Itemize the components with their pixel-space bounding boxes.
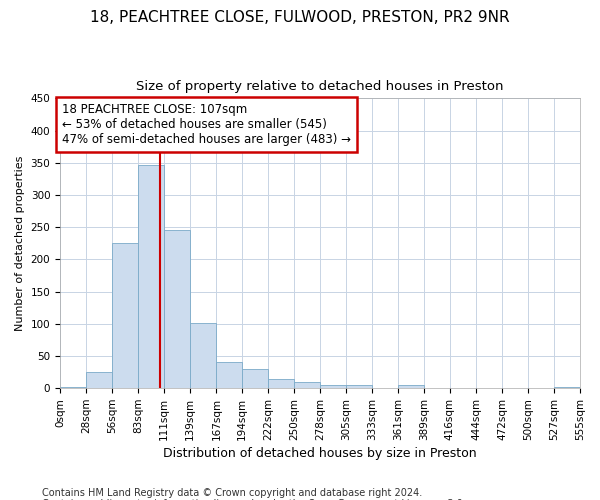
Bar	[190, 323, 217, 388]
Text: 18 PEACHTREE CLOSE: 107sqm
← 53% of detached houses are smaller (545)
47% of sem: 18 PEACHTREE CLOSE: 107sqm ← 53% of deta…	[62, 103, 351, 146]
Title: Size of property relative to detached houses in Preston: Size of property relative to detached ho…	[136, 80, 504, 93]
Bar	[554, 387, 580, 388]
Bar	[86, 372, 112, 388]
Bar	[138, 164, 164, 388]
Bar	[242, 369, 268, 388]
Bar	[164, 230, 190, 388]
Bar	[268, 379, 294, 388]
Bar	[398, 385, 424, 388]
Bar	[60, 387, 86, 388]
Bar	[294, 382, 320, 388]
X-axis label: Distribution of detached houses by size in Preston: Distribution of detached houses by size …	[163, 447, 477, 460]
Text: Contains HM Land Registry data © Crown copyright and database right 2024.: Contains HM Land Registry data © Crown c…	[42, 488, 422, 498]
Bar	[346, 385, 372, 388]
Bar	[217, 362, 242, 388]
Bar	[112, 244, 138, 388]
Y-axis label: Number of detached properties: Number of detached properties	[15, 156, 25, 331]
Text: Contains public sector information licensed under the Open Government Licence v3: Contains public sector information licen…	[42, 499, 466, 500]
Bar	[320, 385, 346, 388]
Text: 18, PEACHTREE CLOSE, FULWOOD, PRESTON, PR2 9NR: 18, PEACHTREE CLOSE, FULWOOD, PRESTON, P…	[90, 10, 510, 25]
